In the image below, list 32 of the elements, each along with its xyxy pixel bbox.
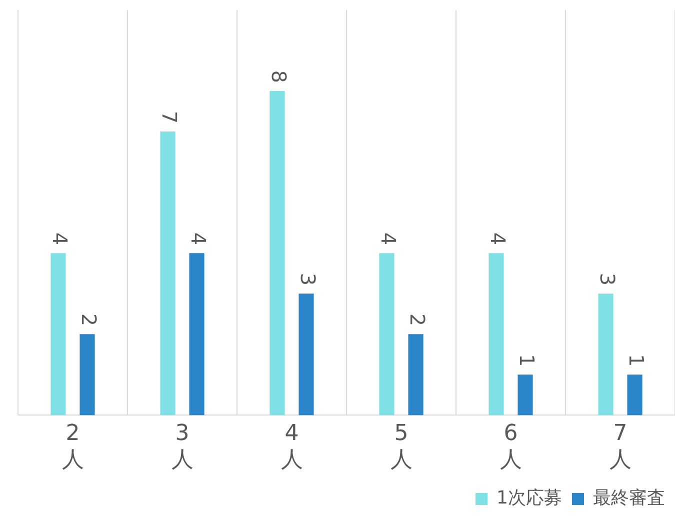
x-tick-label: 7人	[609, 421, 632, 473]
bar	[488, 253, 504, 416]
bar	[598, 294, 614, 416]
bar	[379, 253, 394, 416]
data-label: 4	[48, 232, 72, 246]
legend-label: 最終審査	[593, 488, 665, 509]
x-tick-label: 4人	[280, 421, 303, 473]
data-label: 1	[624, 354, 649, 367]
data-label: 3	[296, 272, 320, 286]
x-tick-label: 5人	[390, 421, 412, 473]
bar	[270, 91, 285, 416]
bar	[80, 334, 95, 416]
data-label: 3	[596, 272, 620, 286]
x-tick-label: 6人	[500, 421, 522, 473]
bar	[408, 334, 424, 416]
legend-label: 1次応募	[496, 488, 562, 509]
data-label: 4	[186, 232, 211, 246]
x-tick-label: 3人	[171, 421, 194, 473]
data-label: 1	[515, 354, 540, 367]
data-label: 4	[486, 232, 510, 246]
data-label: 2	[77, 313, 102, 326]
bar	[627, 374, 642, 416]
data-label: 7	[158, 110, 182, 124]
bar	[518, 374, 533, 416]
data-label: 4	[376, 232, 401, 246]
bar	[298, 294, 314, 416]
bar	[160, 132, 176, 416]
bar	[50, 253, 66, 416]
x-tick-label: 2人	[62, 421, 84, 473]
data-label: 8	[267, 70, 292, 84]
data-label: 2	[406, 313, 430, 326]
bar	[189, 253, 204, 416]
